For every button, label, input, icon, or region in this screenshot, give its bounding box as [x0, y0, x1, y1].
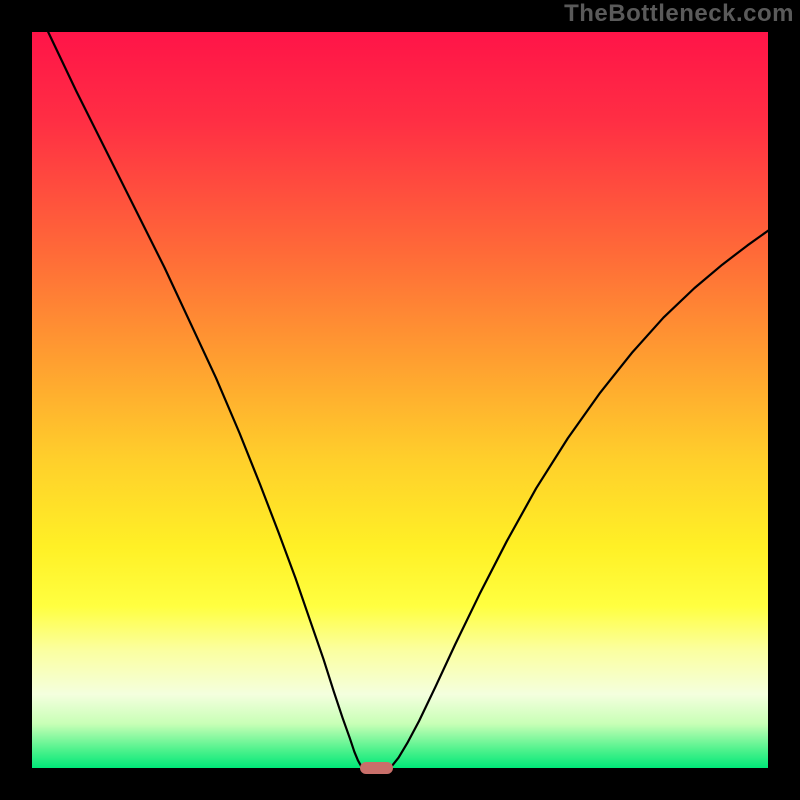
watermark-text: TheBottleneck.com [564, 0, 794, 28]
curve-layer [32, 32, 768, 768]
bottleneck-marker [360, 762, 392, 774]
curve-right-branch [389, 231, 768, 768]
curve-left-branch [48, 32, 363, 768]
chart-container: TheBottleneck.com [0, 0, 800, 800]
plot-area [32, 32, 768, 768]
